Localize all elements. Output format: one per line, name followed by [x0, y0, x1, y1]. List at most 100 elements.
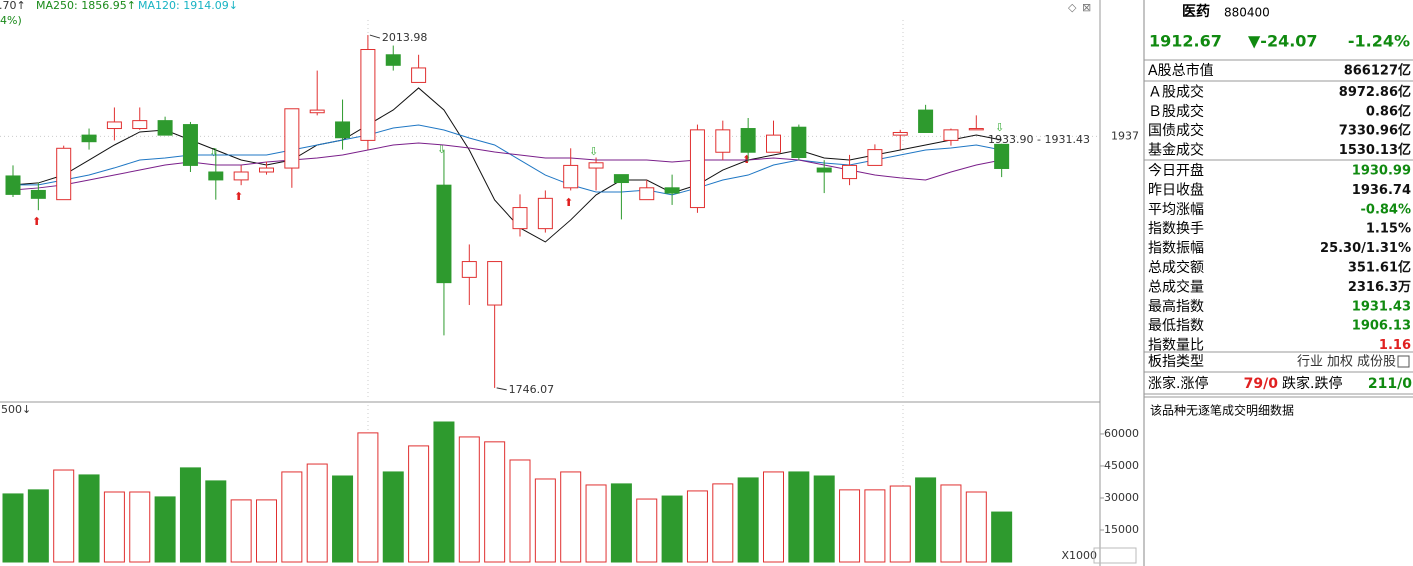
candle-body — [994, 143, 1010, 169]
candle-body — [335, 121, 351, 139]
price: 1912.67 — [1149, 32, 1222, 51]
volume-bar — [154, 496, 176, 563]
change-pct: -1.24% — [1348, 32, 1410, 51]
candle-body — [436, 184, 452, 284]
volume-bar — [991, 511, 1013, 563]
volume-bar — [78, 474, 100, 563]
candle-body — [81, 134, 97, 143]
volume-bar — [712, 483, 734, 563]
volume-bar — [53, 469, 75, 563]
candle-body — [892, 131, 908, 136]
volume-bar — [256, 499, 277, 563]
type-link[interactable]: 成份股 — [1357, 355, 1396, 370]
candle-body — [816, 167, 832, 173]
candle-body — [740, 128, 756, 153]
row-value: 866127亿 — [1344, 63, 1411, 79]
row-value: 2316.3万 — [1348, 280, 1411, 295]
candle-body — [943, 129, 959, 141]
row-value: 0.86亿 — [1366, 103, 1411, 119]
sell-signal: ⇩ — [589, 145, 598, 158]
row-label: 指数振幅 — [1148, 241, 1204, 257]
candle-body — [918, 109, 934, 133]
buy-signal: ⬆ — [564, 196, 573, 209]
candle-body — [487, 261, 503, 306]
low-label: 1746.07 — [509, 383, 555, 396]
candle-body — [588, 162, 604, 169]
volume-bar — [408, 445, 430, 563]
volume-bar — [230, 499, 252, 563]
row-label: Ｂ股成交 — [1148, 103, 1204, 120]
row-value: 25.30/1.31% — [1320, 241, 1411, 256]
candle-body — [639, 187, 655, 201]
sell-signal: ⇩ — [209, 146, 218, 159]
volume-bar — [686, 490, 708, 563]
icon[interactable]: ⊠ — [1082, 1, 1091, 14]
row-value: 7330.96亿 — [1339, 123, 1411, 139]
ma-line — [13, 124, 1002, 196]
volume-bar — [737, 477, 759, 563]
volume-bar — [484, 441, 506, 563]
volume-bar — [458, 436, 480, 563]
row-value: 1930.99 — [1352, 164, 1411, 179]
icon[interactable]: ◇ — [1068, 1, 1077, 14]
candle-body — [132, 120, 148, 130]
candle-body — [766, 134, 781, 153]
ma-label: 4%) — [0, 14, 22, 27]
high-pointer — [369, 34, 381, 39]
icon[interactable] — [1397, 355, 1410, 368]
index-code: 880400 — [1224, 6, 1270, 20]
candle-body — [664, 187, 680, 194]
row-label: Ａ股成交 — [1148, 83, 1204, 100]
row-value: 351.61亿 — [1348, 260, 1411, 276]
candle-body — [411, 67, 427, 83]
volume-bar — [2, 493, 24, 563]
row-value: 1530.13亿 — [1339, 142, 1411, 158]
buy-signal: ⬆ — [234, 190, 243, 203]
y-tick-label: 1937 — [1111, 129, 1139, 142]
signal-arrows: ⬆ ⬆ ⬆ ⬆ ⇩ ⇩ ⇩ ⇩ — [32, 121, 1004, 228]
candle-body — [182, 124, 198, 166]
volume-bar — [534, 478, 556, 563]
dec-value: 211/0 — [1368, 376, 1412, 392]
candle-body — [512, 207, 528, 230]
row-value: -0.84% — [1361, 202, 1412, 217]
candle-body — [385, 54, 401, 66]
row-value: 1906.13 — [1352, 319, 1411, 334]
volume-bar — [306, 463, 328, 563]
row-label: A股总市值 — [1148, 62, 1214, 79]
type-label: 板指类型 — [1148, 354, 1204, 370]
volume-bar — [788, 471, 810, 563]
type-link[interactable]: 加权 — [1327, 354, 1353, 370]
candle-body — [613, 174, 629, 184]
candle-body — [233, 171, 249, 181]
volume-tick-label: 30000 — [1104, 491, 1139, 504]
ma-label: MA250: 1856.95↑ — [36, 0, 136, 12]
row-label: 指数换手 — [1148, 220, 1204, 237]
volume-header: 7500↓ — [0, 403, 31, 416]
type-link[interactable]: 行业 — [1297, 355, 1323, 370]
candle-body — [791, 126, 807, 159]
volume-bar — [179, 467, 201, 563]
candle-body — [309, 109, 325, 114]
volume-bar — [864, 489, 886, 563]
volume-bar — [610, 483, 632, 563]
row-label: 指数量比 — [1148, 338, 1204, 354]
row-label: 昨日收盘 — [1148, 181, 1204, 198]
candle-body — [360, 49, 376, 141]
candle-body — [157, 120, 173, 136]
volume-bar — [509, 459, 531, 563]
volume-bar — [813, 475, 835, 563]
dec-label: 跌家.跌停 — [1282, 375, 1342, 392]
quote-panel: 医药 880400 1912.67 ▼-24.07 -1.24% 板指类型 行业… — [1144, 3, 1413, 418]
volume-bar — [103, 491, 125, 563]
candle-body — [842, 164, 858, 180]
row-label: 平均涨幅 — [1148, 202, 1204, 218]
volume-bar — [965, 491, 987, 563]
volume-bar — [585, 484, 607, 563]
candle-body — [715, 129, 731, 153]
candle-body — [537, 197, 553, 230]
adv-value: 79/0 — [1244, 376, 1279, 392]
volume-bar — [433, 421, 455, 563]
